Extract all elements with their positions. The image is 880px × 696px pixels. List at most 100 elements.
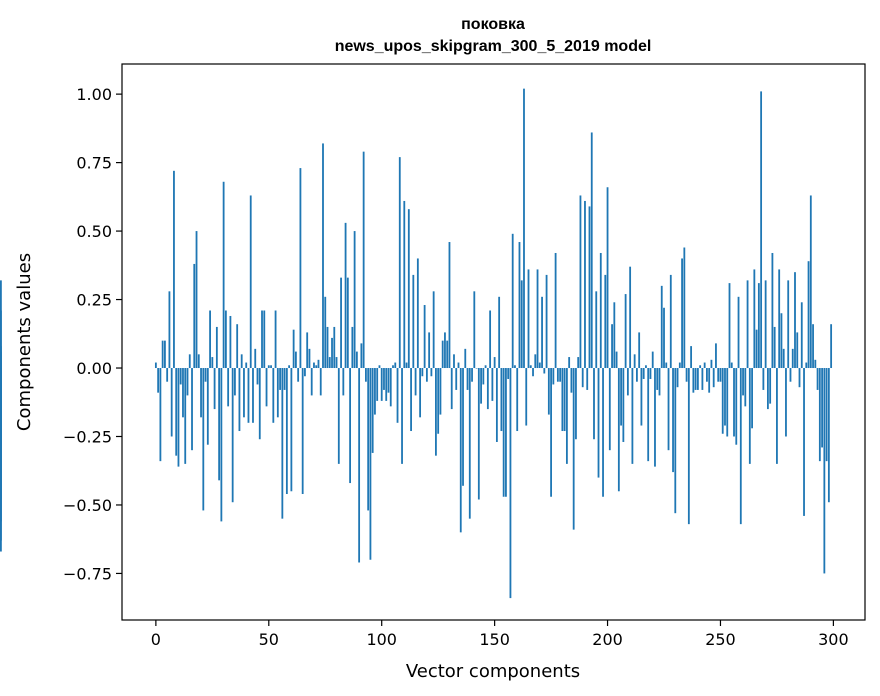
y-tick-label: −0.75	[63, 564, 112, 583]
bar-156	[507, 368, 510, 379]
y-tick-label: −0.25	[63, 427, 112, 446]
bar-111	[405, 362, 408, 369]
bar-225	[663, 307, 665, 369]
y-axis-label: Components values	[14, 253, 35, 431]
bar-262	[746, 280, 749, 369]
bar-32	[227, 368, 230, 407]
bar-190	[584, 200, 586, 369]
bar-149	[491, 368, 494, 401]
bar-189	[581, 368, 584, 388]
bar-107	[396, 368, 399, 423]
bar-59	[288, 365, 291, 369]
bar-261	[744, 368, 747, 407]
bar-89	[355, 351, 358, 369]
bar-215	[640, 368, 643, 426]
bar-281	[789, 368, 792, 382]
bar-35	[234, 368, 236, 396]
bar-180	[561, 368, 564, 432]
x-tick-label: 150	[479, 630, 510, 649]
bar-78	[331, 337, 333, 369]
bar-277	[780, 313, 783, 369]
bar-119	[423, 305, 426, 369]
bar-237	[690, 346, 693, 369]
bar-102	[385, 368, 388, 401]
bar-80	[335, 357, 338, 369]
bar-46	[258, 368, 261, 440]
bar-36	[236, 324, 239, 369]
bar-87	[351, 326, 354, 369]
bar-94	[367, 368, 370, 511]
bar-204	[615, 351, 618, 369]
bar-226	[665, 362, 668, 369]
bar-93	[365, 368, 367, 382]
bar-135	[459, 368, 462, 533]
bar-150	[493, 357, 496, 369]
bar-4	[164, 340, 166, 369]
bar-55	[279, 368, 281, 390]
bar-40	[245, 362, 248, 369]
bar-147	[486, 368, 489, 410]
bar-294	[818, 368, 821, 462]
bar-157	[509, 368, 512, 599]
bar-202	[611, 324, 613, 369]
y-tick-label: 0.00	[76, 359, 112, 378]
bar-undefined	[0, 310, 2, 369]
bar-201	[608, 368, 611, 451]
bar-182	[565, 368, 568, 464]
bar-116	[416, 258, 419, 369]
bar-234	[683, 247, 686, 369]
bar-130	[448, 242, 451, 369]
bar-97	[374, 368, 376, 415]
chart-title: поковка	[461, 16, 525, 33]
bar-134	[457, 362, 460, 369]
bar-33	[229, 315, 232, 369]
bar-279	[785, 368, 787, 437]
bar-273	[771, 252, 774, 369]
bar-196	[597, 368, 600, 478]
bar-101	[383, 368, 385, 390]
bar-79	[333, 326, 336, 369]
bar-175	[550, 368, 552, 497]
bar-276	[778, 269, 781, 369]
bar-248	[715, 343, 717, 369]
bar-264	[751, 368, 753, 429]
bar-41	[247, 368, 250, 423]
bar-71	[315, 365, 318, 369]
bar-211	[631, 368, 634, 464]
bar-54	[276, 368, 279, 418]
bar-63	[297, 368, 300, 382]
bar-230	[674, 368, 677, 514]
bar-92	[362, 151, 365, 369]
bar-268	[760, 91, 763, 369]
bar-136	[462, 368, 464, 486]
bar-133	[455, 368, 458, 390]
bar-100	[380, 368, 383, 401]
bar-289	[807, 261, 810, 369]
bar-98	[376, 368, 379, 401]
bar-259	[739, 368, 742, 525]
bar-9	[175, 368, 178, 456]
bar-192	[588, 206, 591, 369]
bar-30	[222, 181, 225, 369]
bar-57	[283, 368, 286, 390]
bar-84	[344, 222, 347, 369]
bar-39	[243, 368, 245, 418]
bar-272	[769, 368, 772, 404]
bars-group	[0, 88, 833, 599]
bar-183	[568, 357, 571, 369]
bar-58	[285, 368, 288, 495]
bar-244	[706, 368, 708, 382]
bar-267	[757, 283, 760, 369]
bar-49	[265, 368, 268, 407]
bar-283	[794, 272, 796, 369]
y-tick-label: −0.50	[63, 496, 112, 515]
bar-188	[579, 195, 582, 369]
bar-158	[511, 233, 514, 369]
bar-233	[681, 258, 683, 369]
bar-271	[766, 368, 769, 410]
bar-29	[220, 368, 223, 522]
bar-24	[209, 310, 211, 369]
bar-288	[805, 362, 808, 369]
bar-62	[294, 351, 297, 369]
